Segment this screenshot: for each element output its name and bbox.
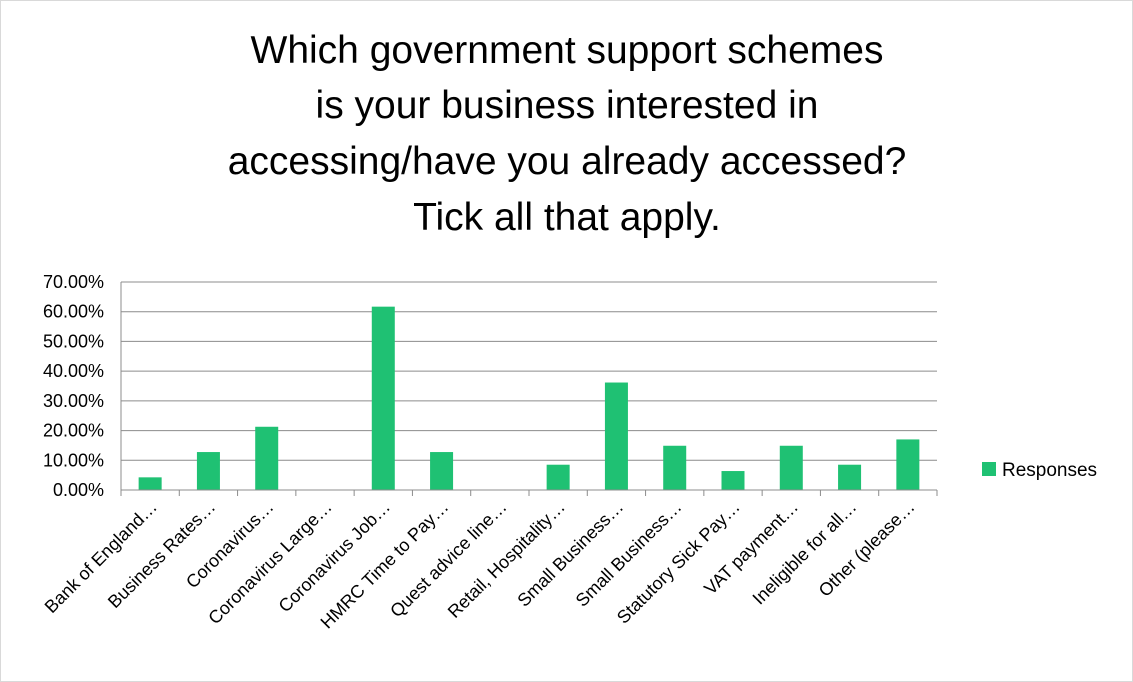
bar [196, 452, 220, 490]
y-tick-labels: 0.00% 10.00% 20.00% 30.00% 40.00% 50.00% 60.00… [43, 272, 104, 500]
chart-title-line: is your business interested in [316, 84, 819, 127]
x-tick-label: Small Business… [572, 497, 686, 611]
bar [779, 445, 803, 490]
x-tick-label: Bank of England… [41, 497, 161, 617]
bar [138, 477, 162, 490]
y-tick-label: 20.00% [43, 421, 104, 441]
x-tick-label: Coronavirus Job… [275, 497, 395, 617]
bar [430, 452, 454, 490]
chart-title-line: Which government support schemes [251, 29, 884, 72]
legend-swatch [982, 462, 996, 476]
bar [604, 382, 628, 490]
y-tick-label: 30.00% [43, 391, 104, 411]
bar [838, 464, 862, 490]
chart-title-line: accessing/have you already accessed? [228, 140, 907, 183]
y-tick-label: 50.00% [43, 331, 104, 351]
y-tick-label: 60.00% [43, 302, 104, 322]
y-tick-label: 70.00% [43, 272, 104, 292]
bar [663, 445, 687, 490]
axes [120, 282, 938, 496]
bar [255, 426, 279, 490]
bar [896, 439, 920, 490]
x-tick-label: Small Business… [513, 497, 627, 611]
chart-title: Which government support schemes is your … [228, 29, 907, 239]
x-tick-label: Ineligible for all… [749, 497, 861, 609]
x-tick-labels: Bank of England…Business Rates… Coronavir… [41, 497, 919, 633]
x-tick-label: Business Rates… [104, 497, 219, 612]
chart-title-line: Tick all that apply. [413, 196, 721, 239]
y-tick-label: 10.00% [43, 450, 104, 470]
y-tick-label: 0.00% [53, 480, 104, 500]
bar [546, 464, 570, 490]
legend-label: Responses [1002, 460, 1097, 481]
gridlines [121, 281, 937, 491]
bar [371, 306, 395, 490]
y-tick-label: 40.00% [43, 361, 104, 381]
bar [721, 471, 745, 490]
legend: Responses [982, 460, 1097, 481]
bars [138, 306, 920, 490]
